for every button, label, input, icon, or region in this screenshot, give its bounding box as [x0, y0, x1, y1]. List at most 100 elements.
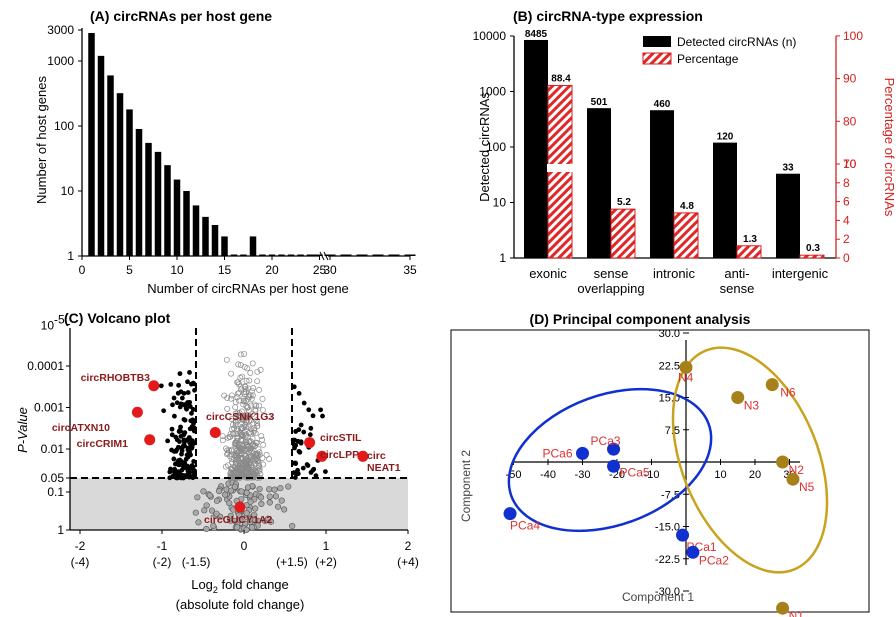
low-fc-point: [240, 471, 247, 478]
category-label: anti-: [724, 266, 749, 281]
xtick-label: -40: [540, 469, 556, 481]
ytick-label: 100: [486, 140, 506, 154]
xtick-label: 20: [749, 469, 761, 481]
ytick-label: 10: [493, 196, 507, 210]
low-fc-point: [243, 377, 250, 384]
sample-label: N3: [744, 399, 760, 413]
low-fc-point: [256, 402, 262, 409]
low-fc-point: [245, 407, 252, 414]
sample-label: PCa3: [591, 434, 621, 448]
percentage-bar: [610, 208, 636, 259]
low-fc-point: [246, 413, 253, 420]
low-fc-point: [241, 364, 248, 370]
category-label: intronic: [653, 266, 695, 281]
significant-point: [174, 437, 180, 443]
nonsig-point: [234, 524, 241, 531]
significant-point: [189, 381, 194, 387]
histogram-bar: [135, 128, 143, 256]
significant-point: [298, 422, 304, 428]
nonsig-point: [194, 494, 201, 501]
panel-c-ylabel: P-Value: [15, 407, 30, 453]
y2tick-label: 2: [843, 232, 850, 246]
low-fc-point: [233, 469, 240, 476]
histogram-bar: [116, 93, 124, 256]
detected-label: 8485: [525, 29, 548, 40]
pca-sample-point: [607, 459, 621, 473]
low-fc-point: [232, 419, 239, 426]
xtick-abs-label: (+4): [397, 555, 419, 569]
percentage-label: 4.8: [680, 201, 694, 212]
low-fc-point: [242, 384, 249, 390]
highlighted-label: circ: [367, 450, 386, 462]
nonsig-point: [265, 515, 272, 522]
percentage-bar: [799, 254, 825, 259]
low-fc-point: [234, 409, 241, 416]
low-fc-point: [251, 427, 258, 434]
nonsig-point: [206, 492, 213, 499]
histogram-bar: [287, 254, 295, 256]
xtick-label: -30: [575, 469, 591, 481]
xtick-label: 10: [714, 469, 726, 481]
highlighted-label: NEAT1: [367, 462, 401, 474]
nonsig-point: [248, 524, 255, 531]
significant-point: [185, 390, 191, 395]
panel-b-ylabel: Detected circRNAs: [477, 92, 492, 202]
significant-point: [185, 472, 191, 478]
low-fc-point: [233, 470, 240, 477]
low-fc-point: [244, 446, 251, 453]
xlabel-log: Log: [191, 577, 213, 592]
significant-point: [171, 448, 177, 454]
low-fc-point: [228, 395, 234, 402]
nonsig-point: [231, 517, 238, 525]
low-fc-point: [238, 437, 245, 443]
y2tick-label: 70: [843, 157, 857, 171]
low-fc-point: [221, 392, 228, 399]
low-fc-point: [254, 368, 261, 375]
nonsig-point: [200, 488, 207, 495]
low-fc-point: [251, 471, 258, 478]
ytick-label: 0.05: [41, 471, 65, 485]
xtick-label: -2: [75, 539, 86, 553]
xtick-label: 10: [170, 263, 184, 277]
significant-point: [176, 445, 182, 450]
histogram-bar: [404, 254, 416, 256]
low-fc-point: [237, 455, 244, 462]
nonsig-point: [266, 499, 273, 506]
y2tick-label: 80: [843, 114, 857, 128]
histogram-bar: [88, 32, 95, 257]
panel-b-y2label: Percentage of circRNAs: [882, 78, 896, 217]
ytick-label: 1000: [47, 54, 74, 68]
panel-c-xlabel: Log2 fold change: [191, 577, 289, 595]
n-sample-point: [776, 455, 790, 469]
ytick-label-exp: -5: [54, 312, 65, 326]
ytick-label: 30.0: [659, 328, 680, 340]
xtick-abs-label: (-4): [71, 555, 90, 569]
y2tick-label: 10: [843, 157, 857, 171]
low-fc-point: [235, 413, 242, 420]
histogram-bar: [372, 254, 384, 256]
significant-point: [293, 442, 299, 448]
low-fc-point: [224, 462, 231, 469]
ytick-label: 0.01: [41, 442, 65, 456]
low-fc-point: [253, 417, 260, 424]
panel-d-xlabel: Component 1: [622, 590, 694, 604]
nonsig-point: [244, 484, 252, 491]
low-fc-point: [240, 398, 247, 405]
histogram-bar: [154, 151, 162, 256]
detected-label: 120: [717, 132, 734, 143]
low-fc-point: [241, 423, 248, 430]
low-fc-point: [227, 470, 234, 477]
low-fc-point: [249, 392, 256, 399]
n-sample-point: [765, 378, 779, 392]
axis-break-gap: [547, 164, 573, 172]
ytick-label: 100: [54, 119, 74, 133]
nonsig-point: [243, 526, 250, 533]
low-fc-point: [257, 366, 264, 373]
low-fc-point: [254, 457, 261, 464]
xlabel-rest: fold change: [218, 577, 289, 592]
panel-d-ylabel: Component 2: [459, 450, 473, 522]
percentage-label: 0.3: [806, 243, 820, 254]
low-fc-point: [233, 431, 240, 438]
low-fc-point: [255, 465, 262, 472]
significant-point: [295, 471, 301, 477]
